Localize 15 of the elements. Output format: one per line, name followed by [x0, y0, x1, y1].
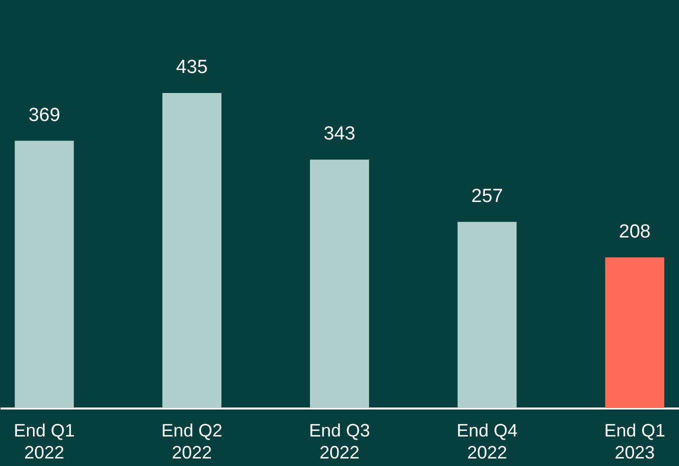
data-label: 208	[618, 221, 651, 242]
bar	[458, 222, 517, 408]
bar	[14, 140, 74, 408]
x-tick-label: End Q3 2022	[308, 420, 370, 462]
data-label: 343	[324, 124, 356, 145]
bar	[605, 257, 664, 408]
bar	[310, 160, 370, 408]
x-tick-label: End Q4 2022	[456, 420, 518, 462]
data-label: 257	[471, 186, 503, 207]
data-label: 369	[28, 104, 60, 126]
data-label: 435	[176, 57, 208, 78]
x-tick-label: End Q2 2022	[161, 420, 222, 462]
x-tick-label: End Q1 2022	[14, 420, 75, 462]
x-tick-label: End Q1 2023	[604, 420, 666, 462]
bar	[162, 93, 222, 408]
